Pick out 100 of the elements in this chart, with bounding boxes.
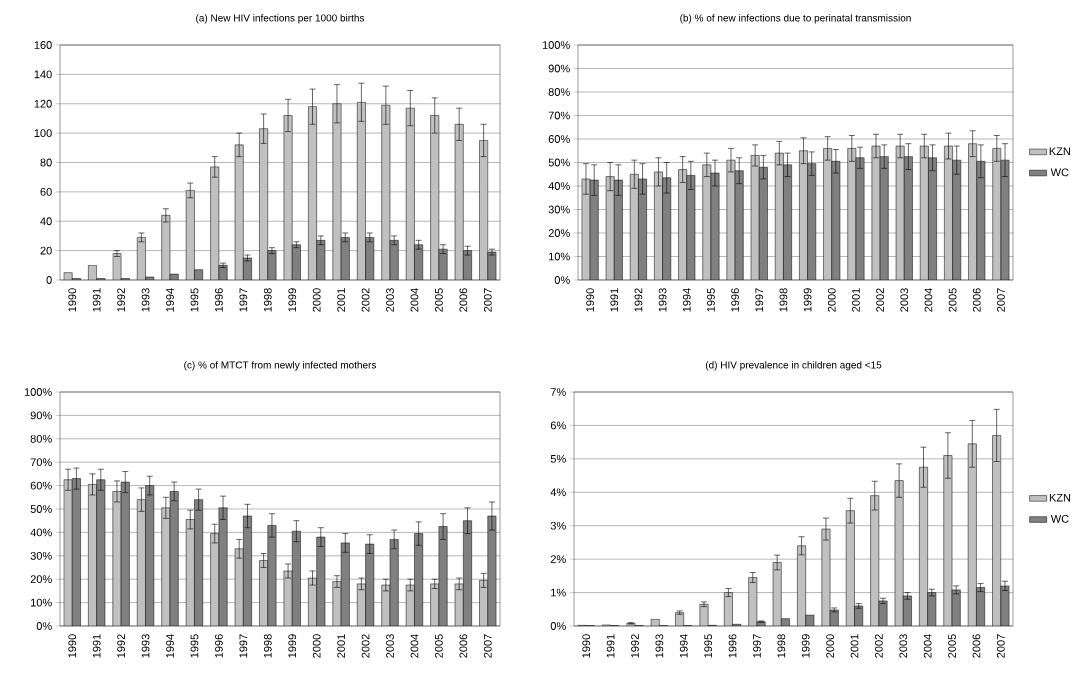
y-tick-label: 80 bbox=[40, 158, 52, 167]
x-tick-label: 1992 bbox=[117, 288, 126, 312]
chart-title: (c) % of MTCT from newly infected mothers bbox=[184, 361, 377, 371]
x-tick-label: 1998 bbox=[263, 634, 272, 658]
x-tick-label: 1992 bbox=[117, 634, 126, 658]
y-tick-label: 70% bbox=[548, 111, 570, 120]
x-tick-label: 2004 bbox=[410, 634, 419, 658]
x-tick-label: 1994 bbox=[166, 634, 174, 658]
x-tick-label: 1991 bbox=[606, 634, 615, 658]
x-tick-label: 2000 bbox=[312, 634, 321, 658]
x-tick-label: 2001 bbox=[337, 288, 346, 312]
y-tick-label: 80% bbox=[30, 434, 52, 443]
x-tick-label: 1993 bbox=[658, 288, 667, 312]
y-tick-label: 40% bbox=[30, 528, 52, 537]
x-tick-label: 1996 bbox=[728, 634, 737, 658]
x-tick-label: 2005 bbox=[435, 634, 443, 658]
x-tick-label: 1997 bbox=[755, 288, 764, 312]
legend-label: WC bbox=[1050, 514, 1069, 523]
y-tick-label: 140 bbox=[34, 70, 52, 79]
x-tick-label: 2004 bbox=[924, 288, 933, 312]
x-tick-label: 1998 bbox=[779, 288, 788, 312]
x-tick-label: 1993 bbox=[141, 288, 150, 312]
y-tick-label: 30% bbox=[30, 551, 52, 560]
x-tick-label: 1998 bbox=[777, 634, 786, 658]
y-tick-label: 40% bbox=[548, 182, 570, 190]
x-tick-label: 2005 bbox=[435, 288, 443, 312]
y-tick-label: 30% bbox=[548, 205, 570, 214]
y-tick-label: 6% bbox=[550, 421, 566, 430]
x-tick-label: 1996 bbox=[215, 634, 223, 658]
y-tick-label: 60% bbox=[548, 135, 570, 143]
y-tick-label: 2% bbox=[550, 555, 566, 564]
chart-title: (b) % of new infections due to perinatal transmission bbox=[680, 14, 911, 24]
x-tick-label: 1996 bbox=[215, 288, 223, 312]
chart-title: (a) New HIV infections per 1000 births bbox=[196, 14, 365, 24]
x-tick-label: 1995 bbox=[190, 288, 199, 312]
x-tick-label: 1990 bbox=[68, 634, 77, 658]
y-tick-label: 100% bbox=[24, 388, 52, 396]
y-tick-label: 50% bbox=[30, 505, 52, 513]
y-tick-label: 4% bbox=[550, 488, 566, 497]
x-tick-label: 1999 bbox=[288, 634, 297, 658]
x-tick-label: 2001 bbox=[337, 634, 346, 658]
x-tick-label: 1998 bbox=[263, 288, 272, 312]
legend-label: KZN bbox=[1049, 147, 1070, 155]
x-tick-label: 1994 bbox=[679, 634, 688, 658]
x-tick-label: 1993 bbox=[141, 634, 150, 658]
x-tick-label: 1991 bbox=[610, 288, 619, 312]
x-tick-label: 1995 bbox=[190, 634, 199, 658]
y-tick-label: 0 bbox=[46, 276, 52, 284]
y-tick-label: 1% bbox=[551, 588, 566, 597]
x-tick-label: 1995 bbox=[704, 634, 713, 658]
y-tick-label: 20% bbox=[30, 575, 52, 584]
legend-label: KZN bbox=[1049, 493, 1071, 502]
x-tick-label: 1995 bbox=[707, 288, 715, 312]
y-tick-label: 60 bbox=[40, 187, 52, 196]
y-tick-label: 3% bbox=[550, 521, 566, 530]
x-tick-label: 1992 bbox=[634, 288, 643, 312]
x-tick-label: 1990 bbox=[582, 634, 591, 658]
y-tick-label: 5% bbox=[550, 455, 566, 463]
x-tick-label: 2002 bbox=[361, 288, 370, 312]
y-tick-label: 20 bbox=[40, 246, 52, 255]
x-tick-label: 2006 bbox=[459, 288, 468, 312]
x-tick-label: 2002 bbox=[361, 634, 370, 658]
x-tick-label: 1996 bbox=[731, 288, 739, 312]
x-tick-label: 2002 bbox=[874, 634, 883, 658]
y-tick-label: 120 bbox=[34, 99, 52, 108]
x-tick-label: 2006 bbox=[972, 634, 981, 658]
y-tick-label: 0% bbox=[554, 276, 570, 284]
x-tick-label: 2003 bbox=[899, 634, 908, 658]
x-tick-label: 2007 bbox=[483, 634, 492, 658]
x-tick-label: 2000 bbox=[826, 634, 834, 658]
x-tick-label: 2005 bbox=[948, 634, 956, 658]
y-tick-label: 90% bbox=[30, 411, 52, 420]
x-tick-label: 2005 bbox=[948, 288, 957, 312]
x-tick-label: 1999 bbox=[803, 288, 812, 312]
x-tick-label: 1997 bbox=[239, 634, 248, 658]
x-tick-label: 1994 bbox=[166, 288, 174, 312]
y-tick-label: 160 bbox=[34, 41, 52, 49]
x-tick-label: 2001 bbox=[852, 288, 860, 312]
x-tick-label: 2003 bbox=[900, 288, 909, 312]
x-tick-label: 2006 bbox=[972, 288, 981, 312]
x-tick-label: 2007 bbox=[997, 288, 1005, 312]
y-tick-label: 0% bbox=[36, 622, 52, 630]
x-tick-label: 1991 bbox=[92, 288, 101, 312]
y-tick-label: 0% bbox=[550, 622, 566, 630]
x-tick-label: 2000 bbox=[312, 288, 321, 312]
y-tick-label: 7% bbox=[550, 388, 566, 396]
x-tick-label: 1993 bbox=[655, 634, 664, 658]
chart-title: (d) HIV prevalence in children aged <15 bbox=[705, 361, 882, 371]
y-tick-label: 100 bbox=[34, 129, 52, 138]
x-tick-label: 2003 bbox=[386, 288, 394, 312]
x-tick-label: 1992 bbox=[631, 634, 639, 658]
x-tick-label: 2001 bbox=[850, 634, 859, 658]
x-tick-label: 1994 bbox=[682, 288, 691, 312]
y-tick-label: 40 bbox=[40, 217, 52, 226]
x-tick-label: 1991 bbox=[92, 634, 101, 658]
y-tick-label: 10% bbox=[549, 252, 570, 261]
y-tick-label: 60% bbox=[30, 481, 52, 490]
x-tick-label: 2006 bbox=[459, 634, 468, 658]
x-tick-label: 2003 bbox=[386, 634, 394, 658]
x-tick-label: 1999 bbox=[288, 288, 297, 312]
